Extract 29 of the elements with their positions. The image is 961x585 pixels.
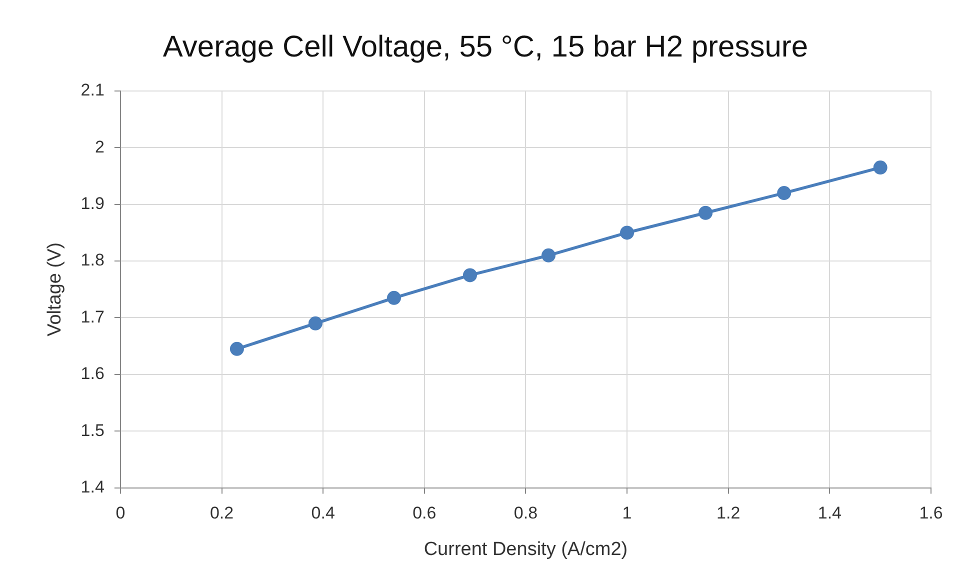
y-tick-label: 1.6 — [80, 364, 104, 384]
point — [542, 248, 556, 262]
point — [620, 226, 634, 240]
y-tick-label: 2.1 — [80, 80, 104, 100]
point — [698, 206, 713, 220]
x-tick-label: 1.6 — [919, 504, 943, 523]
point — [308, 316, 322, 330]
chart-title: Average Cell Voltage, 55 °C, 15 bar H2 pressure — [162, 30, 808, 64]
y-tick-label: 1.7 — [80, 307, 104, 326]
y-tick-label: 1.9 — [80, 194, 104, 214]
point — [777, 186, 792, 200]
y-tick-label: 1.8 — [80, 250, 104, 270]
point — [462, 268, 477, 282]
x-tick-label: 1.4 — [818, 504, 842, 523]
x-tick-label: 0.2 — [210, 504, 234, 523]
x-tick-label: 0.4 — [311, 504, 335, 523]
y-axis-title: Voltage (V) — [44, 242, 66, 336]
x-tick-label: 0.6 — [412, 504, 436, 523]
point — [230, 342, 244, 356]
point — [873, 160, 888, 175]
y-tick-label: 2 — [94, 137, 104, 156]
y-tick-label: 1.4 — [80, 477, 104, 496]
x-tick-label: 0.8 — [514, 504, 538, 523]
y-tick-label: 1.5 — [80, 420, 104, 440]
x-tick-label: 1.2 — [716, 504, 740, 523]
x-axis-title: Current Density (A/cm2) — [424, 538, 628, 560]
x-tick-label: 0 — [116, 504, 126, 523]
x-tick-label: 1 — [622, 504, 632, 523]
point — [387, 290, 401, 305]
